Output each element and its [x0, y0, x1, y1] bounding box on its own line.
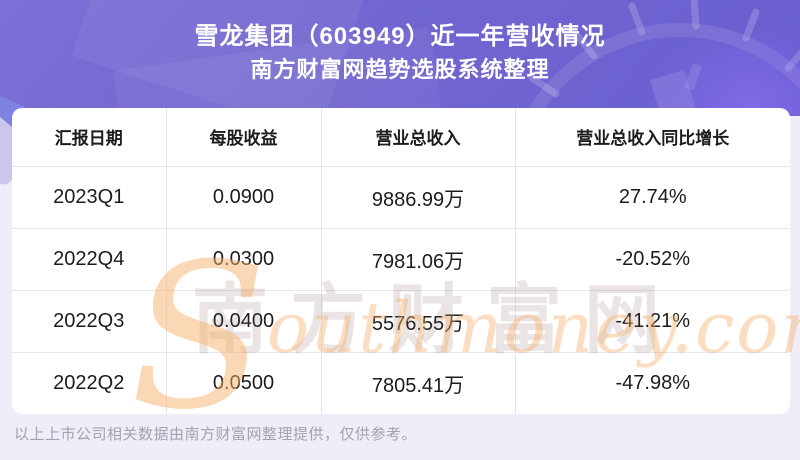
cell-report-date: 2023Q1 — [12, 165, 167, 229]
table-row: 2022Q3 0.0400 5576.55万 -41.21% — [12, 289, 790, 353]
table-row: 2023Q1 0.0900 9886.99万 27.74% — [12, 165, 790, 229]
page-subtitle: 南方财富网趋势选股系统整理 — [250, 57, 550, 82]
table-row: 2022Q2 0.0500 7805.41万 -47.98% — [12, 351, 790, 414]
cell-report-date: 2022Q3 — [12, 289, 167, 353]
revenue-table: 汇报日期 每股收益 营业总收入 营业总收入同比增长 2023Q1 0.0900 … — [12, 108, 790, 414]
cell-total-revenue: 5576.55万 — [320, 289, 516, 353]
cell-yoy-growth: -20.52% — [514, 227, 790, 291]
gauge-illustration-icon — [524, 0, 800, 116]
table-row: 2022Q4 0.0300 7981.06万 -20.52% — [12, 227, 790, 291]
col-header-yoy-growth: 营业总收入同比增长 — [514, 108, 790, 167]
cell-total-revenue: 7981.06万 — [320, 227, 516, 291]
cell-yoy-growth: -47.98% — [514, 351, 790, 414]
revenue-table-card: 汇报日期 每股收益 营业总收入 营业总收入同比增长 2023Q1 0.0900 … — [12, 108, 790, 414]
cell-eps: 0.0500 — [165, 351, 322, 414]
col-header-total-revenue: 营业总收入 — [320, 108, 516, 167]
cell-eps: 0.0900 — [165, 165, 322, 229]
cell-eps: 0.0300 — [165, 227, 322, 291]
cell-report-date: 2022Q4 — [12, 227, 167, 291]
cell-total-revenue: 7805.41万 — [320, 351, 516, 414]
page-title-block: 雪龙集团（603949）近一年营收情况 南方财富网趋势选股系统整理 — [0, 20, 800, 86]
header-banner — [0, 0, 800, 116]
cell-report-date: 2022Q2 — [12, 351, 167, 414]
page-title: 雪龙集团（603949）近一年营收情况 — [194, 23, 606, 50]
banner-glow — [640, 26, 800, 116]
table-header-row: 汇报日期 每股收益 营业总收入 营业总收入同比增长 — [12, 108, 790, 167]
cell-eps: 0.0400 — [165, 289, 322, 353]
cell-yoy-growth: 27.74% — [514, 165, 790, 229]
cell-yoy-growth: -41.21% — [514, 289, 790, 353]
col-header-report-date: 汇报日期 — [12, 108, 167, 167]
cell-total-revenue: 9886.99万 — [320, 165, 516, 229]
footer-disclaimer: 以上上市公司相关数据由南方财富网整理提供，仅供参考。 — [14, 426, 418, 443]
col-header-eps: 每股收益 — [165, 108, 322, 167]
